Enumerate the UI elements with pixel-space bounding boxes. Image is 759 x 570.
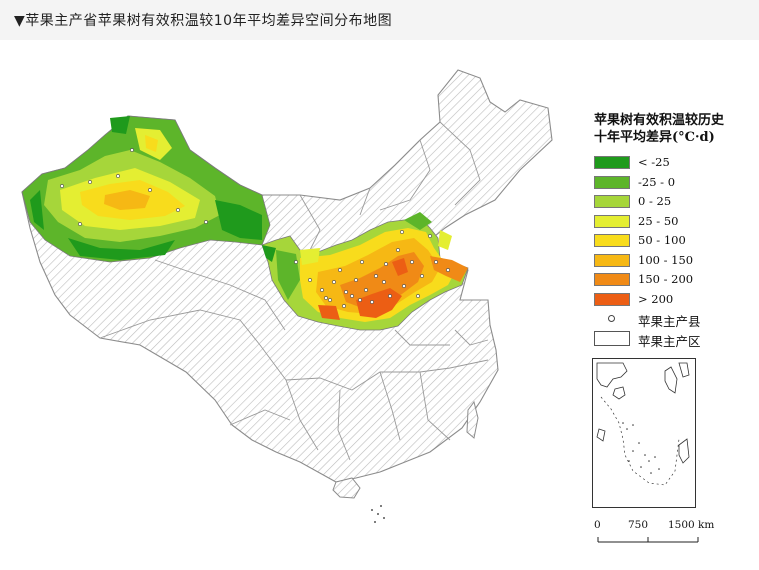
hainan-island — [332, 477, 361, 499]
legend-swatch — [594, 175, 630, 189]
xinjiang-heat-region — [21, 115, 271, 263]
china-map — [21, 69, 553, 523]
legend-swatch — [594, 195, 630, 208]
legend-label: 25 - 50 — [638, 213, 679, 228]
legend-label: 100 - 150 — [638, 252, 694, 267]
legend-swatch — [594, 234, 630, 247]
region-swatch — [594, 330, 630, 346]
scale-label-1500: 1500 km — [668, 519, 715, 531]
scale-label-750: 750 — [628, 519, 649, 531]
page-title: ▼苹果主产省苹果树有效积温较10年平均差异空间分布地图 — [14, 13, 393, 29]
scale-label-0: 0 — [594, 519, 601, 531]
article-header-bar: ▼苹果主产省苹果树有效积温较10年平均差异空间分布地图 — [0, 0, 759, 40]
province-boundaries — [99, 121, 489, 461]
legend-label-region: 苹果主产区 — [638, 333, 701, 349]
scale-labels: 0 750 1500 km — [590, 519, 720, 533]
legend-swatch — [594, 273, 630, 286]
legend-title-line2: 十年平均差异(°C·d) — [594, 130, 715, 145]
legend-label: > 200 — [638, 291, 674, 306]
legend-label: -25 - 0 — [638, 174, 676, 189]
apple-county-dots — [60, 148, 450, 308]
taiwan-island — [466, 400, 479, 439]
legend-label-county: 苹果主产县 — [638, 314, 701, 329]
legend-label: 0 - 25 — [638, 194, 672, 208]
county-dot-icon — [608, 315, 615, 322]
legend-title: 苹果树有效积温较历史 十年平均差异(°C·d) — [594, 112, 724, 146]
legend-label: < -25 — [638, 155, 670, 169]
legend-swatch — [594, 292, 630, 306]
legend-label: 50 - 100 — [638, 233, 686, 247]
inset-map — [596, 362, 690, 486]
loess-plateau-heat-region — [261, 212, 469, 331]
south-sea-islands — [371, 505, 385, 523]
legend-swatch — [594, 214, 630, 228]
scale-bar — [597, 537, 699, 543]
legend-swatch — [594, 253, 630, 267]
legend-label: 150 - 200 — [638, 272, 694, 286]
legend-swatch — [594, 156, 630, 169]
legend-title-line1: 苹果树有效积温较历史 — [594, 113, 725, 128]
south-china-sea-inset — [592, 358, 696, 508]
